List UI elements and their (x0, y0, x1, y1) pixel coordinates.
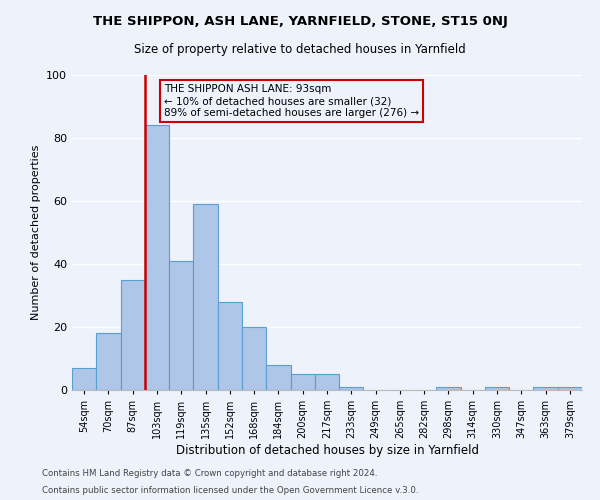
Bar (169, 261, 193, 390)
Text: Size of property relative to detached houses in Yarnfield: Size of property relative to detached ho… (134, 42, 466, 56)
Bar (96, 334, 121, 390)
X-axis label: Distribution of detached houses by size in Yarnfield: Distribution of detached houses by size … (176, 444, 479, 457)
Text: Contains public sector information licensed under the Open Government Licence v.: Contains public sector information licen… (42, 486, 419, 495)
Text: THE SHIPPON, ASH LANE, YARNFIELD, STONE, ST15 0NJ: THE SHIPPON, ASH LANE, YARNFIELD, STONE,… (92, 15, 508, 28)
Bar (290, 374, 315, 390)
Bar (121, 280, 145, 390)
Bar (436, 387, 461, 390)
Bar (145, 126, 169, 390)
Bar (315, 374, 339, 390)
Text: THE SHIPPON ASH LANE: 93sqm
← 10% of detached houses are smaller (32)
89% of sem: THE SHIPPON ASH LANE: 93sqm ← 10% of det… (164, 84, 419, 117)
Bar (485, 387, 509, 390)
Bar (242, 327, 266, 390)
Bar (533, 387, 558, 390)
Bar (339, 387, 364, 390)
Bar (558, 387, 582, 390)
Y-axis label: Number of detached properties: Number of detached properties (31, 145, 41, 320)
Text: Contains HM Land Registry data © Crown copyright and database right 2024.: Contains HM Land Registry data © Crown c… (42, 468, 377, 477)
Bar (193, 204, 218, 390)
Bar (218, 302, 242, 390)
Bar (72, 368, 96, 390)
Bar (266, 365, 290, 390)
